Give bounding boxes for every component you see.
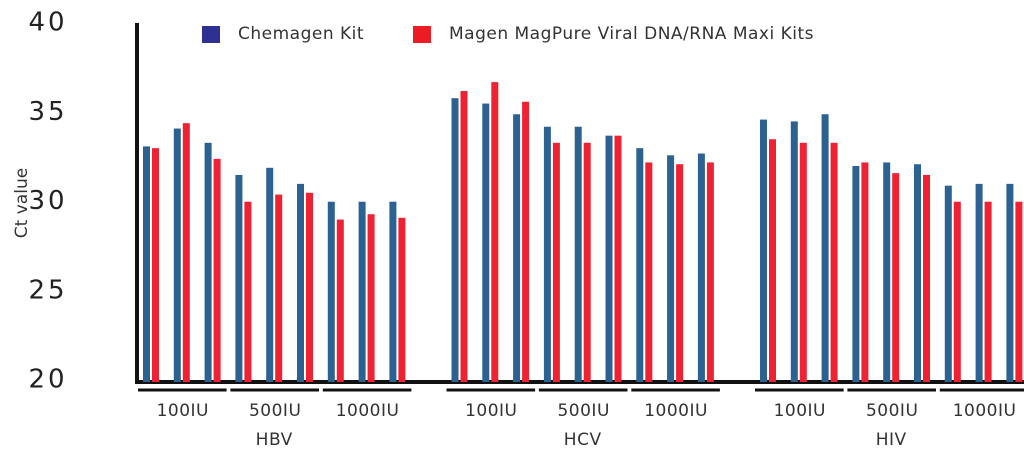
bar [367,214,375,382]
y-tick-label: 40 [28,8,67,38]
bar [275,194,283,382]
bar [358,201,366,382]
dose-label: 500IU [557,401,609,421]
bar [491,82,499,383]
bar [152,148,159,382]
y-tick-label: 20 [28,365,67,395]
bar [769,139,776,382]
y-axis-label: Ct value [12,168,32,238]
y-tick-label: 35 [28,97,67,127]
bar [821,114,829,382]
y-tick-label: 30 [28,186,67,216]
bar [697,153,705,382]
bar [706,162,714,382]
bar [1006,183,1014,382]
bar [636,148,644,382]
dose-label: 500IU [866,401,918,421]
dose-label: 1000IU [336,401,400,421]
bar [327,201,335,382]
bar [306,192,313,382]
bar [336,219,344,382]
bar [944,185,952,382]
bar [984,201,992,382]
bar [667,155,675,382]
bar [543,126,551,383]
bar [244,201,252,382]
dose-label: 1000IU [644,401,708,421]
group-label: HBV [256,430,293,449]
bar [676,164,684,382]
bar [883,162,891,382]
dose-label: 100IU [465,401,517,421]
bar [266,167,274,382]
legend-label: Magen MagPure Viral DNA/RNA Maxi Kits [449,24,814,44]
bar [799,142,807,382]
bar [953,201,961,382]
bar [923,174,930,382]
bar [830,142,838,382]
bar [552,142,560,382]
bar [482,103,490,382]
bar [213,158,221,382]
dose-label: 100IU [774,401,826,421]
bar [645,162,653,382]
bar [513,114,521,382]
bar [143,146,150,382]
group-label: HIV [876,430,907,449]
bar [760,119,767,382]
bar [852,166,860,382]
bar [522,101,530,382]
bar [892,173,900,382]
bar [975,183,983,382]
bar [614,135,622,382]
bar [605,135,613,382]
bar [204,142,212,382]
bar [389,201,397,382]
bar [182,123,190,383]
bar [297,183,304,382]
bar [460,91,468,383]
legend-label: Chemagen Kit [238,24,364,44]
group-label: HCV [564,430,602,449]
bar [235,174,243,382]
dose-label: 1000IU [953,401,1017,421]
bar [398,217,406,382]
bar [583,142,591,382]
dose-label: 100IU [157,401,209,421]
bar [451,98,459,382]
bar [173,128,181,382]
legend-swatch [202,26,220,43]
dose-label: 500IU [249,401,301,421]
bar [790,121,798,382]
bar [574,126,582,383]
legend-swatch [413,26,431,43]
y-tick-label: 25 [28,275,67,305]
bar [1015,201,1023,382]
bar [861,162,869,382]
bar [914,164,921,382]
